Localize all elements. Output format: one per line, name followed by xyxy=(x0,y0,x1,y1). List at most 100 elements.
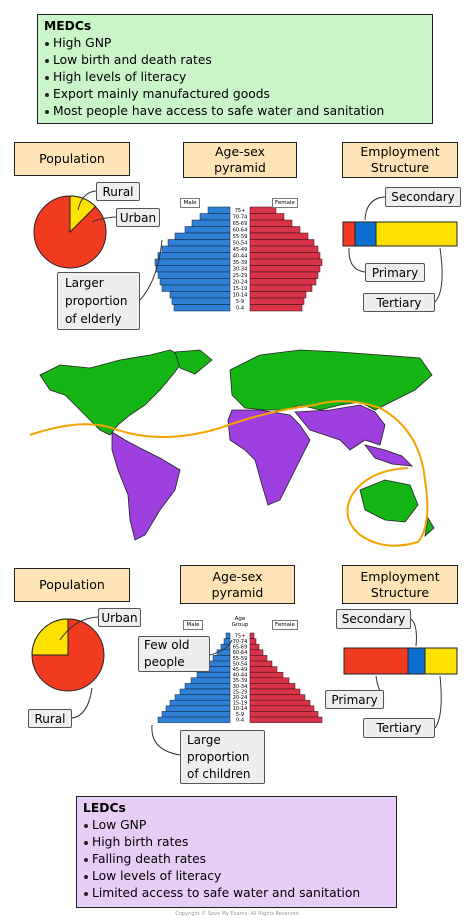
connector xyxy=(71,687,93,719)
male-bar xyxy=(223,638,231,645)
age-label: 50-54 xyxy=(233,241,248,247)
label: Rural xyxy=(96,182,140,201)
connector xyxy=(434,675,442,729)
female-bar xyxy=(249,699,311,707)
label: Female xyxy=(272,620,298,630)
male-bar xyxy=(184,226,231,234)
header: Employment Structure xyxy=(342,565,458,604)
male-bar xyxy=(157,716,231,723)
male-bar xyxy=(207,660,231,667)
age-label: 20-24 xyxy=(233,280,248,286)
bullet xyxy=(45,93,49,97)
label: Tertiary xyxy=(363,718,435,738)
label: Age Group xyxy=(231,616,249,628)
connector xyxy=(410,618,417,647)
label: Large proportion of children xyxy=(180,730,265,784)
point-text: Export mainly manufactured goods xyxy=(53,87,270,101)
pie-slice xyxy=(69,195,97,234)
bullet-point: Falling death rates xyxy=(83,851,390,868)
male-bar xyxy=(171,297,231,305)
female-bar xyxy=(249,252,321,260)
female-bar xyxy=(249,297,305,305)
header: Age-sex pyramid xyxy=(180,565,295,604)
bar-segment xyxy=(342,221,356,247)
bullet xyxy=(84,841,88,845)
point-text: Low birth and death rates xyxy=(53,53,212,67)
female-bar xyxy=(249,671,284,679)
medc-box: MEDCs High GNP Low birth and death rates H… xyxy=(37,14,433,124)
label: Tertiary xyxy=(363,293,435,312)
bullet-point: Export mainly manufactured goods xyxy=(44,86,426,103)
bullet-point: Limited access to safe water and sanitat… xyxy=(83,885,390,902)
label: Urban xyxy=(116,208,160,227)
female-bar xyxy=(249,643,260,651)
bullet-point: Low levels of literacy xyxy=(83,868,390,885)
connector xyxy=(434,247,443,303)
female-bar xyxy=(249,716,323,723)
male-bar xyxy=(157,271,231,279)
age-label: 40-44 xyxy=(233,673,248,679)
label: Primary xyxy=(365,263,425,282)
male-bar xyxy=(196,671,231,679)
bar-segment xyxy=(424,647,458,675)
bullet-point: Low GNP xyxy=(83,817,390,834)
male-bar xyxy=(161,245,231,253)
bullet xyxy=(84,858,88,862)
female-bar xyxy=(249,291,307,299)
male-bar xyxy=(190,677,231,684)
female-bar xyxy=(249,304,303,312)
age-label: 45-49 xyxy=(233,667,248,673)
male-bar xyxy=(174,694,231,701)
bullet-point: Most people have access to safe water an… xyxy=(44,103,426,120)
bullet xyxy=(45,76,49,80)
point-text: Most people have access to safe water an… xyxy=(53,104,385,118)
male-bar xyxy=(169,699,231,707)
age-label: 50-54 xyxy=(233,661,248,667)
age-label: 40-44 xyxy=(233,254,248,260)
female-bar xyxy=(249,694,306,701)
male-bar xyxy=(173,304,231,312)
age-label: 30-34 xyxy=(233,684,248,690)
female-bar xyxy=(249,258,323,266)
point-text: High birth rates xyxy=(92,835,189,849)
north-south-line xyxy=(29,400,429,547)
male-bar xyxy=(179,688,231,695)
copyright: Copyright © Save My Exams. All Rights Re… xyxy=(175,911,299,917)
age-label: 25-29 xyxy=(233,273,248,279)
world-map xyxy=(39,349,435,541)
male-bar xyxy=(154,258,231,266)
bullet xyxy=(45,42,49,46)
label: Rural xyxy=(28,709,72,728)
connector xyxy=(77,190,97,211)
female-bar xyxy=(249,245,319,253)
point-text: High GNP xyxy=(53,36,112,50)
female-bar xyxy=(249,705,315,712)
male-bar xyxy=(159,278,231,286)
ledc-title: LEDCs xyxy=(83,801,126,815)
label: Larger proportion of elderly xyxy=(57,272,140,330)
female-bar xyxy=(249,219,293,227)
female-bar xyxy=(249,677,290,684)
connector xyxy=(91,216,117,223)
age-label: 60-64 xyxy=(233,650,248,656)
bar-segment xyxy=(375,221,458,247)
male-bar xyxy=(225,632,231,639)
female-bar xyxy=(249,265,321,273)
label: Female xyxy=(272,198,298,208)
age-label: 35-39 xyxy=(233,260,248,266)
female-bar xyxy=(249,660,273,667)
female-bar xyxy=(249,632,255,639)
age-label: 25-29 xyxy=(233,689,248,695)
connector xyxy=(151,724,181,756)
male-bar xyxy=(165,705,231,712)
female-bar xyxy=(249,688,301,695)
label: Male xyxy=(183,620,203,630)
bullet-point: Low birth and death rates xyxy=(44,52,426,69)
age-label: 0-4 xyxy=(236,717,244,723)
male-bar xyxy=(199,213,231,221)
age-label: 55-59 xyxy=(233,234,248,240)
male-bar xyxy=(174,232,231,240)
connector xyxy=(139,239,163,301)
bullet xyxy=(84,892,88,896)
